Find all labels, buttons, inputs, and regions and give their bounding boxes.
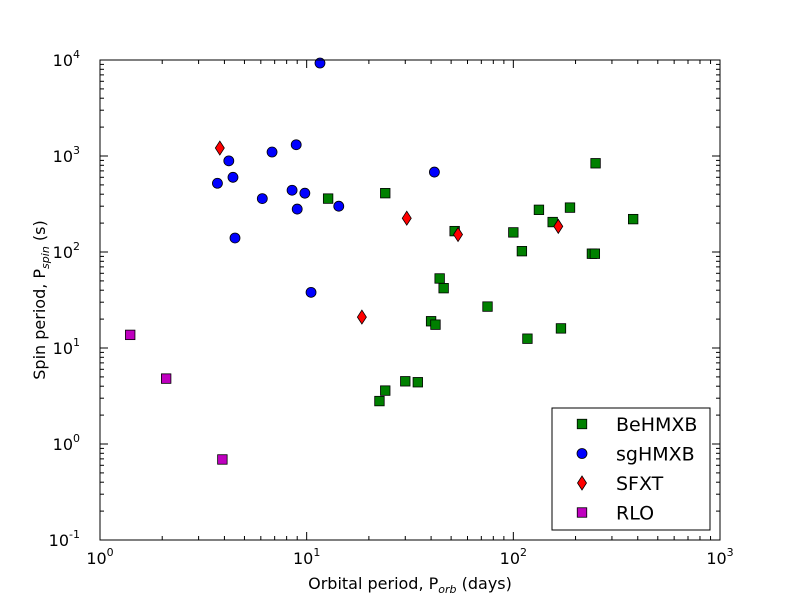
sghmxb-point xyxy=(291,203,303,215)
rlo-point xyxy=(125,329,136,341)
data-points xyxy=(125,57,639,465)
legend-marker-sfxt xyxy=(577,475,587,491)
behmxb-point xyxy=(508,227,519,238)
behmxb-point xyxy=(438,283,449,294)
y-tick-label: 101 xyxy=(53,336,80,358)
behmxb-point xyxy=(400,376,411,387)
y-tick-label: 100 xyxy=(53,432,80,454)
series-rlo xyxy=(125,329,228,465)
x-tick-label: 102 xyxy=(500,546,527,568)
behmxb-point xyxy=(482,301,493,312)
behmxb-point xyxy=(564,202,576,213)
behmxb-point xyxy=(555,323,567,334)
axis-ticks: 100 101 102 103 10-1 100 101 102 103 104 xyxy=(49,48,734,568)
behmxb-point xyxy=(430,319,441,330)
sghmxb-point xyxy=(286,184,298,196)
y-axis-label-sub: spin xyxy=(39,246,52,269)
sfxt-point xyxy=(356,309,367,325)
y-axis-label: Spin period, Pspin (s) xyxy=(30,220,52,379)
behmxb-point xyxy=(380,188,391,199)
y-tick-label: 103 xyxy=(53,144,80,166)
x-axis-label-sub: orb xyxy=(438,583,456,596)
sfxt-point xyxy=(401,210,412,226)
behmxb-point xyxy=(533,204,545,215)
behmxb-point xyxy=(516,246,528,257)
behmxb-point xyxy=(522,333,533,344)
sghmxb-point xyxy=(428,166,440,178)
behmxb-point xyxy=(380,385,391,396)
x-tick-label: 101 xyxy=(293,546,320,568)
legend-label-rlo: RLO xyxy=(616,503,654,525)
sghmxb-point xyxy=(290,139,302,151)
series-sfxt xyxy=(214,140,564,325)
sghmxb-point xyxy=(314,57,326,69)
legend-marker-sghmxb xyxy=(576,448,588,459)
rlo-point xyxy=(161,373,172,384)
sghmxb-point xyxy=(256,193,268,204)
behmxb-point xyxy=(374,395,385,407)
y-tick-label: 10-1 xyxy=(49,528,80,550)
legend-marker-behmxb xyxy=(576,418,588,430)
behmxb-point xyxy=(412,377,423,388)
sfxt-point xyxy=(214,140,225,156)
y-tick-label: 102 xyxy=(53,240,80,262)
sghmxb-point xyxy=(229,232,241,244)
x-axis-label-suffix: (days) xyxy=(457,574,512,593)
y-axis-label-suffix: (s) xyxy=(30,220,49,246)
y-axis-label-main: Spin period, P xyxy=(30,269,49,380)
x-axis-label: Orbital period, Porb (days) xyxy=(308,574,512,596)
sghmxb-point xyxy=(299,187,311,199)
behmxb-point xyxy=(589,248,601,259)
behmxb-point xyxy=(322,193,334,204)
x-tick-label: 103 xyxy=(706,546,733,568)
sghmxb-point xyxy=(266,146,278,158)
sghmxb-point xyxy=(333,200,345,212)
legend-label-sfxt: SFXT xyxy=(616,473,664,495)
series-sghmxb xyxy=(212,57,440,298)
legend: BeHMXB sgHMXB SFXT RLO xyxy=(551,407,711,531)
sfxt-point xyxy=(553,218,564,235)
y-tick-label: 104 xyxy=(53,48,80,70)
behmxb-point xyxy=(628,213,639,225)
sfxt-point xyxy=(453,226,464,243)
rlo-point xyxy=(217,454,228,465)
plot-area-frame xyxy=(99,59,721,541)
x-axis-label-main: Orbital period, P xyxy=(308,574,439,593)
sghmxb-point xyxy=(227,171,239,183)
behmxb-point xyxy=(434,273,445,284)
legend-label-behmxb: BeHMXB xyxy=(616,414,697,436)
legend-marker-rlo xyxy=(576,507,588,518)
behmxb-point xyxy=(590,158,601,169)
x-tick-label: 100 xyxy=(86,546,113,568)
sghmxb-point xyxy=(305,286,317,298)
series-behmxb xyxy=(322,158,639,407)
sghmxb-point xyxy=(223,155,235,167)
legend-label-sghmxb: sgHMXB xyxy=(616,444,695,466)
sghmxb-point xyxy=(212,177,223,189)
